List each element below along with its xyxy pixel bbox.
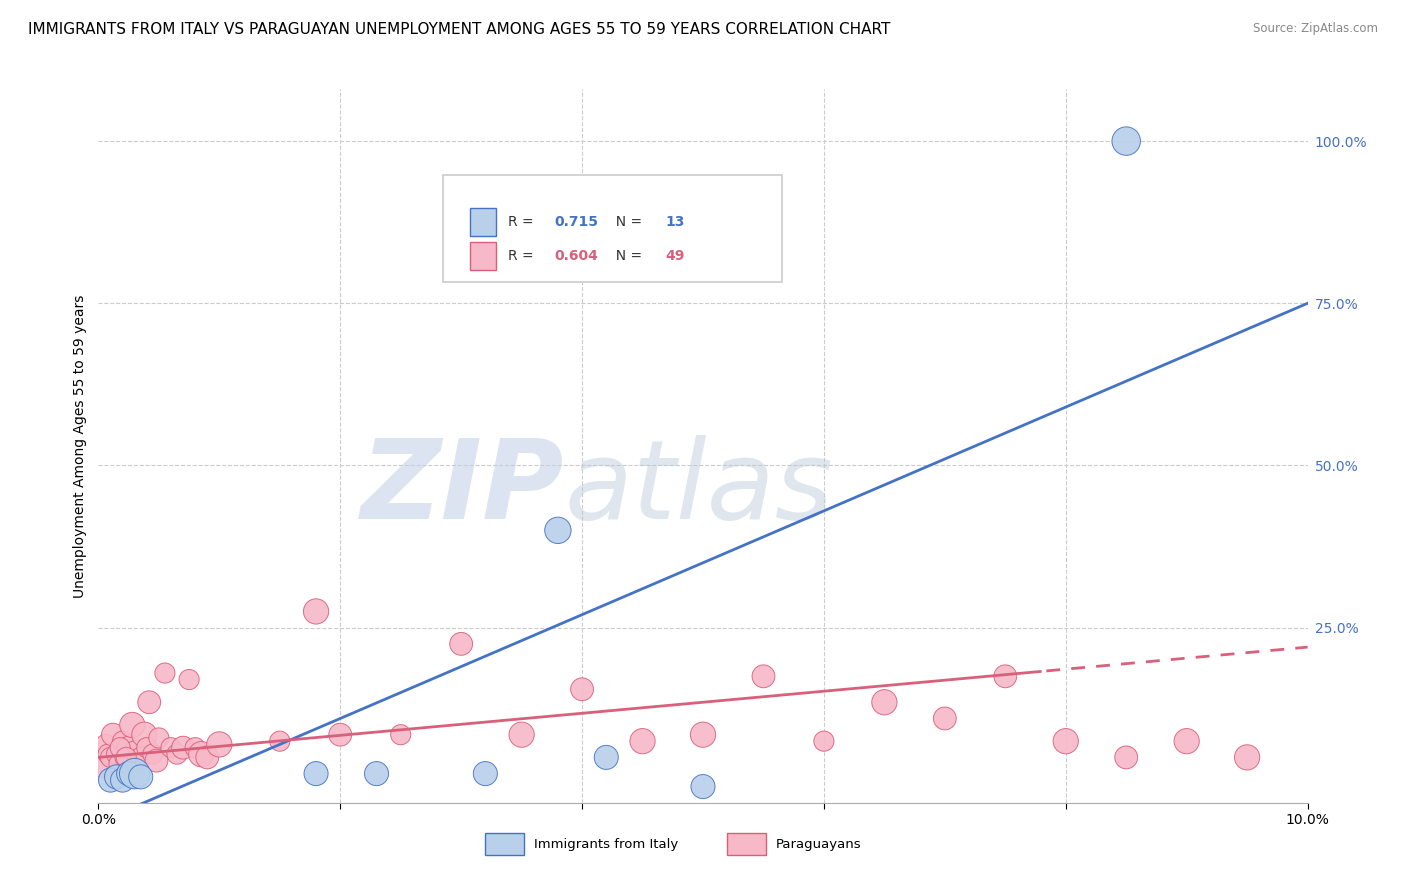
Point <box>389 728 412 742</box>
Text: Source: ZipAtlas.com: Source: ZipAtlas.com <box>1253 22 1378 36</box>
Point <box>153 666 176 681</box>
Point <box>166 747 188 761</box>
Point <box>305 766 328 780</box>
Text: N =: N = <box>607 249 647 263</box>
Point <box>595 750 617 764</box>
FancyBboxPatch shape <box>470 208 496 236</box>
Text: R =: R = <box>509 215 538 229</box>
Point <box>934 711 956 725</box>
Text: atlas: atlas <box>564 435 832 542</box>
Text: ZIP: ZIP <box>360 435 564 542</box>
Point <box>195 750 218 764</box>
Point <box>145 754 167 768</box>
Text: Paraguayans: Paraguayans <box>776 838 860 851</box>
Point <box>108 756 131 771</box>
Point <box>94 738 117 752</box>
Point <box>129 750 152 764</box>
FancyBboxPatch shape <box>443 175 782 282</box>
Point <box>1115 750 1137 764</box>
Point <box>510 728 533 742</box>
Point <box>127 756 149 771</box>
FancyBboxPatch shape <box>470 242 496 270</box>
Point <box>752 669 775 683</box>
FancyBboxPatch shape <box>485 833 524 855</box>
Text: N =: N = <box>607 215 647 229</box>
Point <box>134 728 156 742</box>
Point <box>873 695 896 709</box>
Point <box>631 734 654 748</box>
Point <box>179 673 201 687</box>
Point <box>1115 134 1137 148</box>
Point <box>114 750 136 764</box>
Point <box>124 766 146 780</box>
Point <box>1236 750 1258 764</box>
Point <box>366 766 388 780</box>
Point <box>571 682 593 697</box>
Point <box>135 740 157 755</box>
Point <box>208 738 231 752</box>
Point <box>97 747 120 761</box>
Text: IMMIGRANTS FROM ITALY VS PARAGUAYAN UNEMPLOYMENT AMONG AGES 55 TO 59 YEARS CORRE: IMMIGRANTS FROM ITALY VS PARAGUAYAN UNEM… <box>28 22 890 37</box>
Point <box>329 728 352 742</box>
Point <box>129 770 152 784</box>
FancyBboxPatch shape <box>727 833 766 855</box>
Point <box>450 637 472 651</box>
Point <box>105 747 128 761</box>
Point <box>692 728 714 742</box>
Point <box>1175 734 1198 748</box>
Text: Immigrants from Italy: Immigrants from Italy <box>534 838 678 851</box>
Point <box>269 734 291 748</box>
Point <box>692 780 714 794</box>
Point <box>100 750 122 764</box>
Point <box>100 773 122 788</box>
Point <box>105 770 128 784</box>
Point <box>172 740 194 755</box>
Point <box>124 744 146 758</box>
Y-axis label: Unemployment Among Ages 55 to 59 years: Unemployment Among Ages 55 to 59 years <box>73 294 87 598</box>
Point <box>190 747 212 761</box>
Point <box>547 524 569 538</box>
Point <box>118 766 141 780</box>
Point <box>160 740 183 755</box>
Point <box>184 740 207 755</box>
Point <box>474 766 496 780</box>
Point <box>108 740 131 755</box>
Text: 13: 13 <box>665 215 685 229</box>
Point <box>121 718 143 732</box>
Point <box>111 734 134 748</box>
Point <box>101 728 124 742</box>
Text: 49: 49 <box>665 249 685 263</box>
Text: R =: R = <box>509 249 538 263</box>
Point <box>813 734 835 748</box>
Point <box>994 669 1017 683</box>
Point <box>1054 734 1077 748</box>
Text: 0.715: 0.715 <box>554 215 599 229</box>
Point <box>305 604 328 618</box>
Point <box>118 740 141 755</box>
Text: 0.604: 0.604 <box>554 249 598 263</box>
Point <box>111 773 134 788</box>
Point <box>142 747 165 761</box>
Point <box>115 750 138 764</box>
Point <box>138 695 160 709</box>
Point <box>148 731 170 745</box>
Point <box>91 760 114 774</box>
